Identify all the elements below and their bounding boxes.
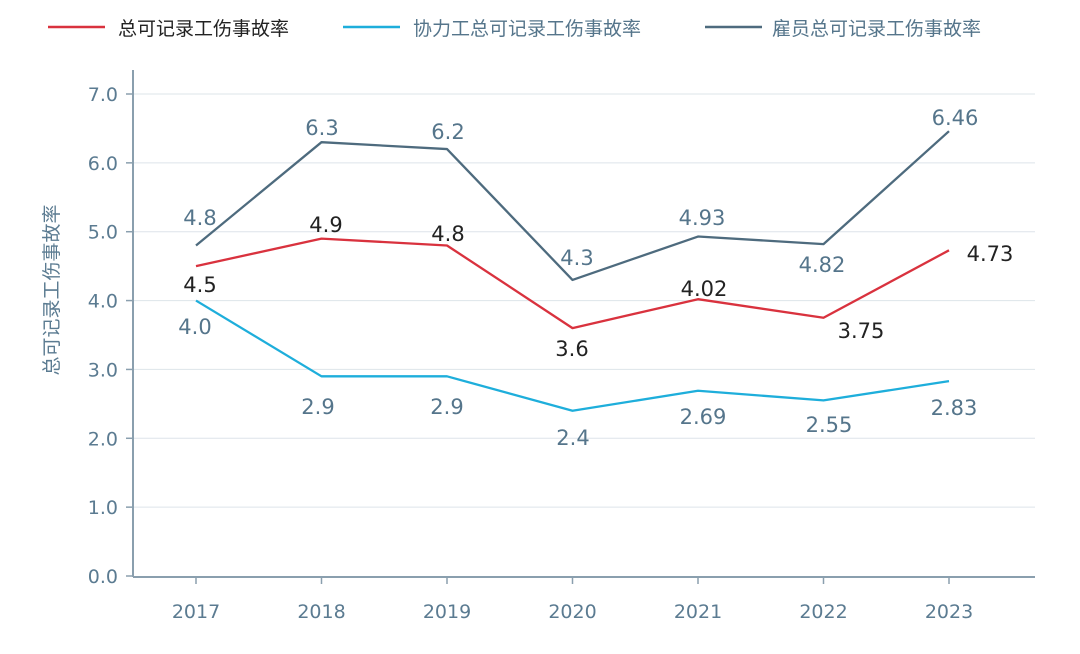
series-line bbox=[195, 299, 950, 412]
legend-label: 协力工总可记录工伤事故率 bbox=[413, 18, 641, 40]
x-tick-label: 2018 bbox=[297, 601, 345, 623]
data-label: 2.9 bbox=[301, 395, 334, 419]
data-label: 4.8 bbox=[431, 222, 464, 246]
data-label: 4.0 bbox=[178, 315, 211, 339]
data-label: 2.4 bbox=[556, 426, 589, 450]
y-tick-label: 4.0 bbox=[88, 291, 118, 313]
series-line bbox=[195, 237, 950, 330]
gridlines bbox=[133, 93, 1035, 508]
x-tick-label: 2019 bbox=[423, 601, 471, 623]
y-tick-label: 1.0 bbox=[88, 497, 118, 519]
y-tick-label: 3.0 bbox=[88, 359, 118, 381]
data-label: 2.55 bbox=[806, 413, 853, 437]
data-label: 3.75 bbox=[838, 319, 885, 343]
data-label: 3.6 bbox=[555, 337, 588, 361]
data-label: 6.2 bbox=[431, 120, 464, 144]
axes: 0.0 1.0 2.0 3.0 4.0 5.0 6.0 7.0 2017 2018 2019 2020… bbox=[88, 70, 1035, 623]
data-label: 4.9 bbox=[309, 213, 342, 237]
data-labels: 4.5 4.9 4.8 3.6 4.02 3.75 4.73 4.0 2.9 2.9 2.4 2.69… bbox=[178, 106, 1013, 450]
y-tick-label: 6.0 bbox=[88, 153, 118, 175]
data-label: 4.93 bbox=[679, 206, 726, 230]
data-label: 4.5 bbox=[183, 273, 216, 297]
y-tick-label: 5.0 bbox=[88, 222, 118, 244]
y-tick-label: 7.0 bbox=[88, 84, 118, 106]
data-label: 6.46 bbox=[932, 106, 979, 130]
data-label: 6.3 bbox=[305, 116, 338, 140]
data-label: 4.73 bbox=[967, 242, 1014, 266]
y-tick-label: 0.0 bbox=[88, 566, 118, 588]
x-tick-label: 2023 bbox=[925, 601, 973, 623]
y-tick-label: 2.0 bbox=[88, 428, 118, 450]
x-tick-label: 2017 bbox=[172, 601, 220, 623]
data-label: 2.69 bbox=[680, 405, 727, 429]
data-label: 2.83 bbox=[931, 396, 978, 420]
data-label: 2.9 bbox=[430, 395, 463, 419]
x-tick-label: 2021 bbox=[674, 601, 722, 623]
legend-label: 总可记录工伤事故率 bbox=[118, 18, 289, 40]
x-tick-label: 2022 bbox=[799, 601, 847, 623]
legend-label: 雇员总可记录工伤事故率 bbox=[772, 18, 981, 40]
series-lines bbox=[195, 130, 950, 412]
data-label: 4.82 bbox=[799, 253, 846, 277]
data-label: 4.8 bbox=[183, 206, 216, 230]
x-tick-label: 2020 bbox=[548, 601, 596, 623]
legend: 总可记录工伤事故率 协力工总可记录工伤事故率 雇员总可记录工伤事故率 bbox=[48, 18, 981, 40]
y-axis-label: 总可记录工伤事故率 bbox=[41, 204, 63, 375]
data-label: 4.3 bbox=[560, 246, 593, 270]
data-label: 4.02 bbox=[681, 277, 728, 301]
series-line bbox=[195, 130, 950, 282]
